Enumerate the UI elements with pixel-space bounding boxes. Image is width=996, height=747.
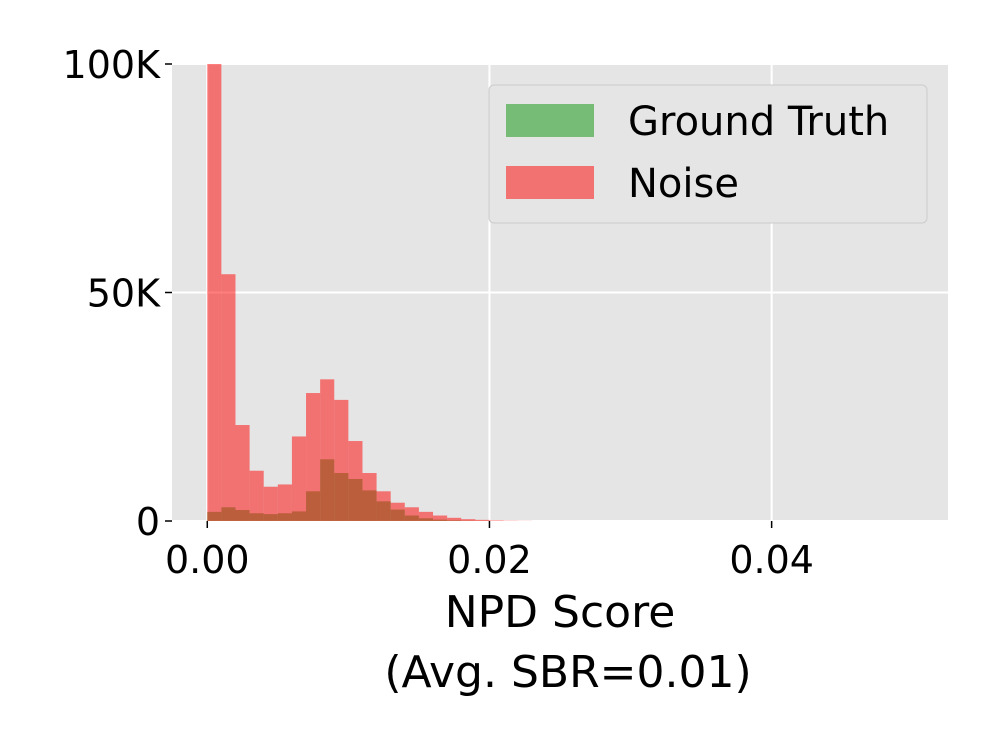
legend: Ground Truth Noise <box>488 84 928 224</box>
legend-box <box>488 84 928 224</box>
histogram-bar <box>277 484 292 521</box>
histogram-bar <box>306 393 321 521</box>
histogram-bar <box>207 64 222 521</box>
x-tick-label: 0.02 <box>447 538 532 582</box>
legend-swatch-ground-truth <box>506 104 594 137</box>
histogram-bar <box>447 517 462 521</box>
x-axis-label-line-1: NPD Score <box>445 587 676 638</box>
histogram-bar <box>433 515 448 521</box>
x-tick-label: 0.04 <box>729 538 814 582</box>
histogram-bar <box>475 519 490 521</box>
x-axis-label-line-2: (Avg. SBR=0.01) <box>384 647 751 698</box>
histogram-bar <box>348 441 363 521</box>
legend-swatch-noise <box>506 166 594 199</box>
y-tick-label: 0 <box>136 500 160 544</box>
histogram-bars <box>207 64 532 521</box>
histogram-bar <box>334 399 349 521</box>
histogram-bar <box>418 511 434 521</box>
histogram-bar <box>489 520 504 521</box>
histogram-bar <box>263 486 278 521</box>
axis-ticks: 0.00 0.02 0.04 0 50K 100K <box>63 43 814 582</box>
histogram-bar <box>249 470 264 521</box>
histogram-bar <box>320 379 335 521</box>
histogram-bar <box>235 425 250 521</box>
series-noise <box>207 64 532 521</box>
legend-label-noise: Noise <box>628 161 739 207</box>
legend-label-ground-truth: Ground Truth <box>628 99 889 145</box>
histogram-bar <box>461 519 476 521</box>
histogram-bar <box>404 507 419 521</box>
histogram-bar <box>291 436 307 521</box>
histogram-bar <box>390 502 405 521</box>
histogram-bar <box>221 274 236 521</box>
histogram-bar <box>362 473 377 521</box>
y-tick-label: 50K <box>87 272 161 316</box>
histogram-bar <box>376 491 391 521</box>
x-tick-label: 0.00 <box>165 538 250 582</box>
y-tick-label: 100K <box>63 43 162 87</box>
